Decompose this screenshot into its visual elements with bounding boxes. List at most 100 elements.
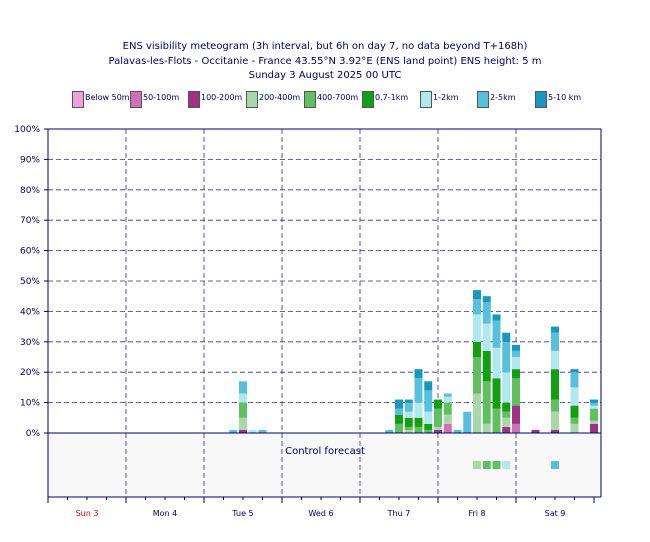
bar-segment — [473, 299, 481, 315]
bar-segment — [492, 408, 501, 433]
bar-segment — [551, 411, 559, 430]
y-tick-label: 50% — [20, 277, 40, 287]
bar-segment — [443, 393, 452, 397]
bar-segment — [414, 378, 423, 403]
y-tick-label: 90% — [20, 155, 40, 165]
bar-segment — [424, 411, 433, 424]
bar-segment — [512, 405, 520, 424]
bar-segment — [570, 405, 579, 418]
legend-swatch — [362, 91, 374, 108]
bar-segment — [482, 296, 491, 303]
y-tick-label: 100% — [14, 125, 40, 135]
bar-segment — [570, 423, 579, 433]
x-tick-label: Fri 8 — [468, 509, 485, 518]
y-tick-label: 70% — [20, 216, 40, 226]
y-tick-label: 20% — [20, 368, 40, 378]
bar-segment — [492, 347, 501, 379]
bar-segment — [404, 411, 413, 418]
bar-segment — [473, 290, 481, 300]
y-tick-label: 0% — [26, 429, 41, 439]
bar-segment — [385, 429, 394, 433]
bar-segment — [570, 417, 579, 424]
bar-segment — [502, 372, 511, 403]
y-tick-label: 40% — [20, 307, 40, 317]
bar-segment — [492, 320, 501, 348]
y-tick-label: 80% — [20, 186, 40, 196]
legend-swatch — [477, 91, 489, 108]
control-marker — [551, 461, 559, 469]
bar-segment — [473, 314, 481, 342]
bar-segment — [512, 423, 520, 433]
bar-segment — [453, 429, 462, 433]
bar-segment — [239, 381, 247, 394]
bar-segment — [590, 423, 598, 433]
bar-segment — [473, 341, 481, 357]
bar-segment — [570, 387, 579, 406]
legend-label: 1-2km — [433, 93, 459, 102]
bar-segment — [414, 402, 423, 418]
legend-label: 100-200m — [201, 93, 243, 102]
bar-segment — [502, 417, 511, 427]
bar-segment — [512, 357, 520, 370]
y-tick-label: 10% — [20, 399, 40, 409]
x-axis: Sun 3 Mon 4 Tue 5 Wed 6 Thu 7 Fri 8 Sat 9 — [47, 497, 595, 518]
bar-segment — [434, 399, 442, 409]
bar-segment — [424, 423, 433, 430]
bar-segment — [551, 350, 559, 370]
bar-segment — [551, 332, 559, 351]
bar-segment — [551, 369, 559, 400]
control-marker — [502, 461, 511, 469]
legend: Below 50m 50-100m 100-200m 200-400m 400-… — [0, 90, 650, 110]
x-tick-label: Tue 5 — [231, 509, 253, 518]
bar-segment — [551, 399, 559, 412]
legend-swatch — [535, 91, 547, 108]
bar-segment — [404, 399, 413, 403]
legend-label: Below 50m — [85, 93, 130, 102]
bar-segment — [443, 414, 452, 424]
legend-swatch — [130, 91, 142, 108]
bar-segment — [531, 429, 540, 433]
bar-segment — [424, 381, 433, 391]
bar-segment — [512, 369, 520, 379]
bar-segment — [404, 417, 413, 427]
legend-label: 2-5km — [490, 93, 516, 102]
bar-segment — [404, 429, 413, 433]
bar-segment — [239, 429, 247, 433]
bar-segment — [590, 402, 598, 406]
bars-layer — [229, 290, 598, 433]
bar-segment — [434, 426, 442, 430]
bar-segment — [473, 357, 481, 394]
legend-swatch — [420, 91, 432, 108]
x-tick-label: Mon 4 — [153, 509, 178, 518]
bar-segment — [443, 423, 452, 433]
bar-segment — [248, 429, 257, 433]
legend-label: 5-10 km — [548, 93, 582, 102]
bar-segment — [482, 423, 491, 433]
y-axis: 0% 10% 20% 30% 40% 50% 60% 70% 80% 90% 100% — [14, 125, 48, 439]
bar-segment — [502, 341, 511, 373]
chart-title-line-1: ENS visibility meteogram (3h interval, b… — [122, 41, 528, 52]
bar-segment — [512, 350, 520, 357]
bar-segment — [590, 399, 598, 403]
bar-segment — [414, 417, 423, 427]
bar-segment — [551, 326, 559, 333]
x-tick-label: Sun 3 — [76, 509, 99, 518]
bar-segment — [404, 402, 413, 412]
bar-segment — [414, 369, 423, 379]
bar-segment — [473, 393, 481, 433]
bar-segment — [492, 314, 501, 321]
plot-frame — [47, 128, 602, 498]
legend-swatch — [188, 91, 200, 108]
control-marker — [492, 461, 501, 469]
legend-swatch — [72, 91, 84, 108]
bar-segment — [395, 408, 403, 415]
bar-segment — [482, 381, 491, 424]
chart-title-line-2: Palavas-les-Flots - Occitanie - France 4… — [108, 56, 542, 67]
bar-segment — [414, 426, 423, 433]
bar-segment — [443, 402, 452, 415]
bar-segment — [424, 429, 433, 433]
bar-segment — [239, 393, 247, 403]
bar-segment — [482, 323, 491, 351]
control-forecast-panel — [48, 433, 601, 497]
